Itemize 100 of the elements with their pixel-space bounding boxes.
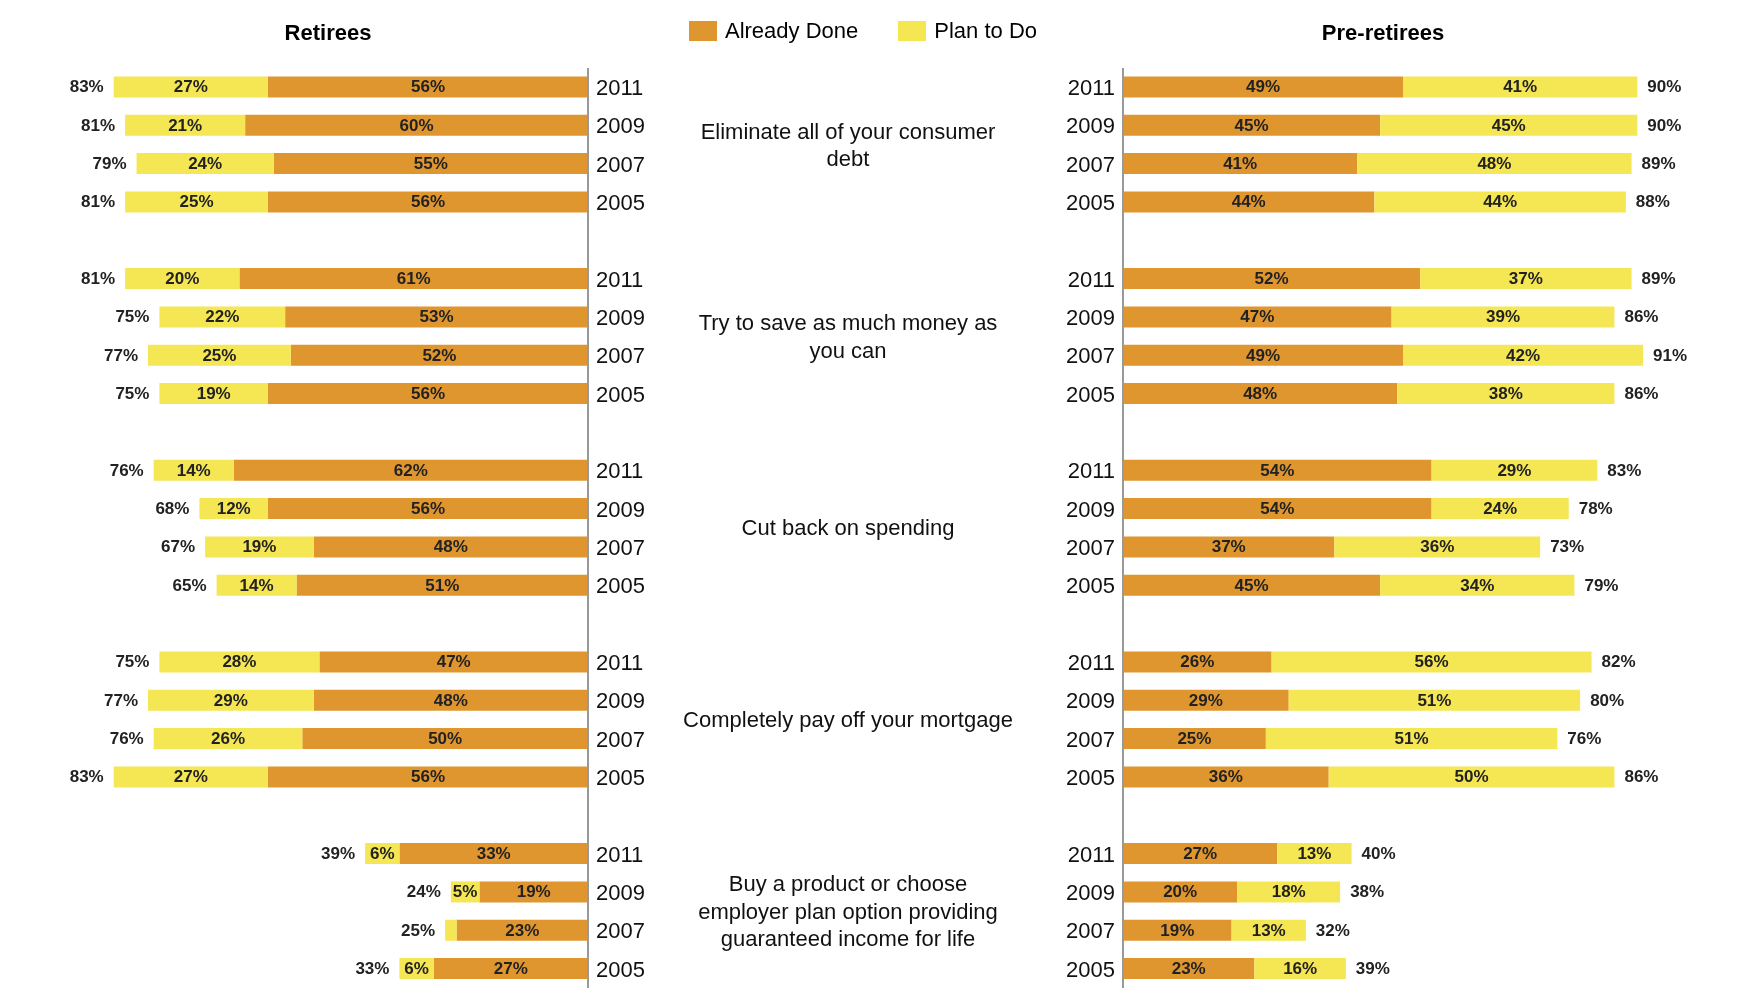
y-tick-label: 2007	[1066, 151, 1115, 177]
y-tick-label: 2009	[596, 688, 645, 714]
data-label: 56%	[410, 499, 446, 519]
total-label: 80%	[1590, 690, 1625, 710]
bar	[1357, 153, 1632, 175]
bar	[1420, 268, 1632, 290]
legend-label: Plan to Do	[934, 18, 1038, 44]
bar	[1123, 728, 1266, 750]
data-label: 25%	[1177, 729, 1212, 749]
text: Eliminate all of your consumer debt	[700, 118, 996, 171]
y-tick-label: 2009	[1066, 304, 1115, 330]
total-label: 88%	[1635, 192, 1670, 212]
bar	[268, 191, 588, 213]
bar	[268, 498, 588, 520]
total-label: 75%	[115, 652, 150, 672]
bar	[313, 689, 588, 711]
data-label: 26%	[1180, 652, 1215, 672]
data-label: 19%	[516, 882, 551, 902]
data-label: 41%	[1503, 77, 1538, 97]
data-label: 53%	[419, 307, 454, 327]
y-tick-label: 2007	[1066, 726, 1115, 752]
y-tick-label: 2011	[596, 458, 644, 484]
data-label: 25%	[202, 345, 237, 365]
y-tick-label: 2009	[596, 879, 645, 905]
y-tick-label: 2005	[596, 573, 645, 599]
data-label: 20%	[165, 269, 200, 289]
total-label: 91%	[1653, 345, 1688, 365]
data-label: 14%	[239, 575, 274, 595]
y-tick-label: 2011	[1067, 841, 1115, 867]
total-label: 81%	[81, 192, 116, 212]
total-label: 86%	[1624, 384, 1659, 404]
bar	[1265, 728, 1558, 750]
y-tick-label: 2011	[1067, 74, 1115, 100]
data-label: 48%	[433, 537, 468, 557]
y-tick-label: 2009	[596, 304, 645, 330]
data-label: 48%	[433, 690, 468, 710]
data-label: 14%	[176, 460, 211, 480]
data-label: 29%	[213, 690, 248, 710]
bar	[1123, 574, 1381, 596]
data-label: 36%	[1208, 767, 1243, 787]
data-label: 18%	[1271, 882, 1306, 902]
y-tick-label: 2009	[1066, 113, 1115, 139]
y-tick-label: 2005	[1066, 764, 1115, 790]
data-label: 48%	[1243, 384, 1278, 404]
bar	[1123, 268, 1421, 290]
total-label: 67%	[161, 537, 196, 557]
y-tick-label: 2005	[1066, 956, 1115, 982]
total-label: 83%	[69, 77, 104, 97]
bar	[153, 728, 303, 750]
data-label: 51%	[1417, 690, 1452, 710]
data-label: 12%	[216, 499, 251, 519]
bar	[319, 651, 588, 673]
data-label: 50%	[1454, 767, 1489, 787]
total-label: 76%	[109, 460, 144, 480]
text: Try to save as much money as you can	[698, 309, 998, 363]
total-label: 40%	[1361, 844, 1396, 864]
bar	[1431, 459, 1598, 481]
total-label: 90%	[1647, 77, 1682, 97]
bar	[1123, 766, 1329, 788]
bar	[1123, 498, 1432, 520]
bar	[1123, 114, 1381, 136]
total-label: 75%	[115, 307, 150, 327]
bar	[113, 76, 268, 98]
total-label: 90%	[1647, 115, 1682, 135]
data-label: 22%	[205, 307, 240, 327]
data-label: 27%	[173, 767, 208, 787]
bar	[273, 153, 588, 175]
data-label: 45%	[1234, 115, 1269, 135]
total-label: 79%	[1584, 575, 1619, 595]
data-label: 51%	[1394, 729, 1429, 749]
data-label: 44%	[1483, 192, 1518, 212]
bar	[433, 958, 588, 980]
total-label: 25%	[401, 920, 436, 940]
data-label: 56%	[410, 767, 446, 787]
y-tick-label: 2005	[1066, 573, 1115, 599]
bar	[1380, 114, 1638, 136]
total-label: 86%	[1624, 767, 1659, 787]
bar	[245, 114, 588, 136]
bar	[1123, 536, 1335, 558]
total-label: 78%	[1578, 499, 1613, 519]
y-tick-label: 2005	[596, 956, 645, 982]
data-label: 37%	[1211, 537, 1246, 557]
data-label: 20%	[1163, 882, 1198, 902]
total-label: 89%	[1641, 154, 1676, 174]
data-label: 5%	[452, 882, 478, 902]
bar	[1123, 153, 1358, 175]
total-label: 65%	[172, 575, 207, 595]
bar	[125, 191, 268, 213]
data-label: 37%	[1508, 269, 1543, 289]
bar	[1431, 498, 1569, 520]
data-label: 49%	[1245, 345, 1281, 365]
y-tick-label: 2005	[1066, 189, 1115, 215]
data-label: 41%	[1223, 154, 1258, 174]
data-label: 49%	[1245, 77, 1281, 97]
data-label: 29%	[1497, 460, 1532, 480]
data-label: 45%	[1234, 575, 1269, 595]
bar	[113, 766, 268, 788]
y-tick-label: 2005	[596, 764, 645, 790]
data-label: 56%	[1414, 652, 1449, 672]
bar	[1123, 383, 1398, 405]
